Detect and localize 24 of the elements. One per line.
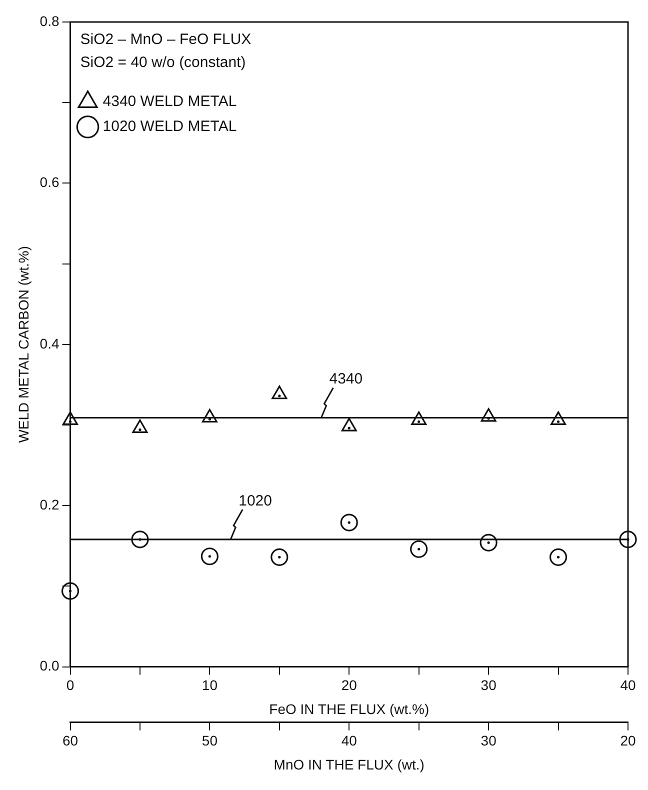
x2-tick-label: 50: [202, 732, 218, 749]
annotation: 4340: [329, 370, 363, 388]
x-tick-label: 0: [66, 677, 74, 694]
y-tick-label: 0.6: [40, 174, 60, 190]
y-tick-label: 0.8: [40, 12, 60, 29]
annotation: SiO2 – MnO – FeO FLUX: [80, 31, 252, 48]
y-tick-label: 0.0: [40, 658, 60, 674]
x-tick-label: 10: [202, 677, 218, 694]
x-tick-label: 40: [620, 677, 636, 694]
x2-tick-label: 60: [62, 732, 78, 749]
x-axis-title: FeO IN THE FLUX (wt.%): [269, 700, 430, 717]
x2-tick-label: 20: [620, 732, 636, 749]
x2-axis-title: MnO IN THE FLUX (wt.): [274, 756, 424, 772]
x2-tick-label: 40: [341, 732, 358, 749]
y-axis-title: WELD METAL CARBON (wt.%): [15, 246, 32, 443]
legend-label: 4340 WELD METAL: [102, 93, 237, 110]
x2-tick-label: 30: [480, 732, 497, 749]
legend-label: 1020 WELD METAL: [102, 118, 237, 136]
x-tick-label: 30: [480, 677, 497, 694]
x-tick-label: 20: [341, 677, 358, 694]
y-tick-label: 0.4: [40, 335, 60, 352]
y-tick-label: 0.2: [40, 496, 60, 512]
annotation: 1020: [238, 492, 272, 510]
annotation: SiO2 = 40 w/o (constant): [80, 54, 246, 71]
